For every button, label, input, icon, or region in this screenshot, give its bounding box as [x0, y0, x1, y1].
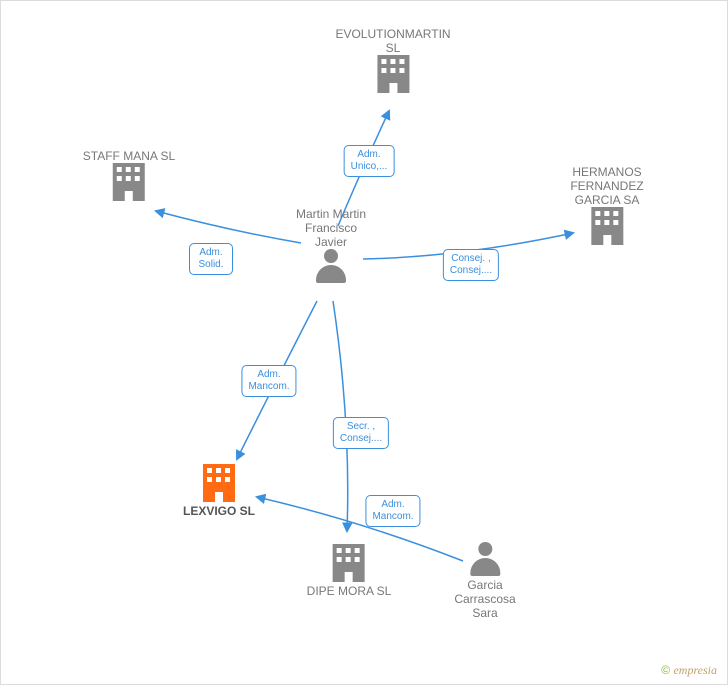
node-label: STAFF MANA SL: [83, 149, 175, 163]
node-staff[interactable]: STAFF MANA SL: [83, 149, 175, 203]
edge-label: Adm. Unico,...: [344, 145, 395, 177]
node-center[interactable]: Martin Martin Francisco Javier: [296, 207, 366, 285]
credit-symbol: ©: [661, 663, 670, 677]
credit-name: empresia: [673, 663, 717, 677]
building-icon: [591, 207, 623, 245]
node-label: HERMANOS FERNANDEZ GARCIA SA: [570, 165, 643, 207]
person-icon: [470, 542, 500, 576]
node-label: Garcia Carrascosa Sara: [454, 578, 515, 620]
node-sara[interactable]: Garcia Carrascosa Sara: [454, 542, 515, 620]
building-icon: [203, 464, 235, 502]
node-evo[interactable]: EVOLUTIONMARTIN SL: [335, 27, 450, 95]
building-icon: [333, 544, 365, 582]
edge: [156, 211, 301, 243]
node-label: DIPE MORA SL: [307, 584, 392, 598]
edge-label: Consej. , Consej....: [443, 249, 499, 281]
edge-label: Adm. Mancom.: [241, 365, 296, 397]
node-lexvigo[interactable]: LEXVIGO SL: [183, 464, 255, 518]
edge-label: Secr. , Consej....: [333, 417, 389, 449]
edge-label: Adm. Solid.: [189, 243, 233, 275]
node-label: EVOLUTIONMARTIN SL: [335, 27, 450, 55]
node-herm[interactable]: HERMANOS FERNANDEZ GARCIA SA: [570, 165, 643, 247]
edge-label: Adm. Mancom.: [365, 495, 420, 527]
building-icon: [377, 55, 409, 93]
credit: © empresia: [661, 663, 717, 678]
node-dipe[interactable]: DIPE MORA SL: [307, 544, 392, 598]
node-label: LEXVIGO SL: [183, 504, 255, 518]
diagram-canvas: © empresia Adm. Unico,... Adm. Solid. Cons…: [0, 0, 728, 685]
edge: [333, 301, 348, 531]
person-icon: [316, 249, 346, 283]
building-icon: [113, 163, 145, 201]
node-label: Martin Martin Francisco Javier: [296, 207, 366, 249]
